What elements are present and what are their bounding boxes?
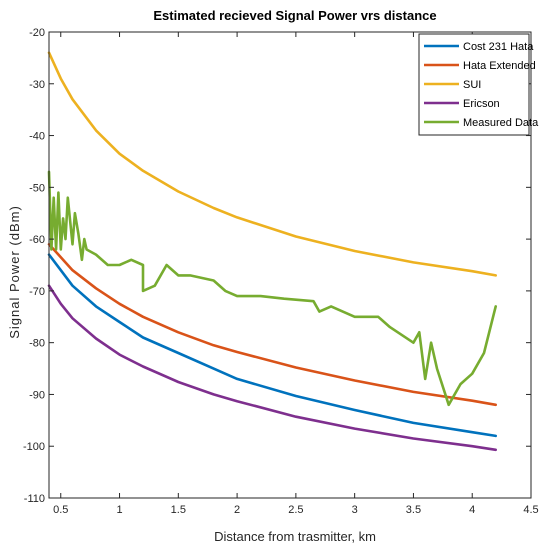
x-tick-label: 2 xyxy=(234,504,240,516)
y-tick-label: -70 xyxy=(29,286,45,298)
x-tick-label: 2.5 xyxy=(288,504,303,516)
y-tick-label: -90 xyxy=(29,389,45,401)
plot-frame xyxy=(48,31,532,499)
series-layer xyxy=(47,51,498,452)
y-tick-label: -60 xyxy=(29,234,45,246)
y-tick-label: -110 xyxy=(24,493,45,505)
y-tick-label: -50 xyxy=(29,182,45,194)
x-tick-label: 3 xyxy=(352,504,358,516)
series-line-sui xyxy=(47,51,498,277)
x-tick-label: 4 xyxy=(469,504,475,516)
y-tick-label: -40 xyxy=(29,131,45,143)
y-tick-label: -20 xyxy=(29,27,45,39)
legend: Cost 231 Hata Hata Extended SUI Ericson Meas… xyxy=(418,33,539,136)
x-tick-label: 3.5 xyxy=(406,504,421,516)
x-tick-label: 1 xyxy=(116,504,122,516)
series-line-hata-extended xyxy=(47,243,498,407)
x-tick-label: 1.5 xyxy=(171,504,186,516)
legend-label: Hata Extended xyxy=(463,60,536,72)
series-line-measured-data xyxy=(47,170,498,407)
y-tick-label: -100 xyxy=(23,441,45,453)
x-tick-label: 4.5 xyxy=(523,504,538,516)
x-axis: 0.5 1 1.5 2 2.5 3 3.5 4 4.5 xyxy=(53,32,539,516)
series-line-ericson xyxy=(47,284,498,452)
chart-title: Estimated recieved Signal Power vrs dist… xyxy=(153,8,436,23)
legend-label: Cost 231 Hata xyxy=(463,41,534,53)
legend-label: Ericson xyxy=(463,98,500,110)
series-line-cost-231-hata xyxy=(47,253,498,438)
legend-label: Measured Data xyxy=(463,117,539,129)
y-axis-label: Signal Power (dBm) xyxy=(7,205,22,339)
y-axis: -110 -100 -90 -80 -70 -60 -50 -40 -30 -20 xyxy=(23,27,531,505)
y-tick-label: -30 xyxy=(29,79,45,91)
y-tick-label: -80 xyxy=(29,338,45,350)
x-tick-label: 0.5 xyxy=(53,504,68,516)
x-axis-label: Distance from trasmitter, km xyxy=(214,529,376,544)
legend-label: SUI xyxy=(463,79,481,91)
